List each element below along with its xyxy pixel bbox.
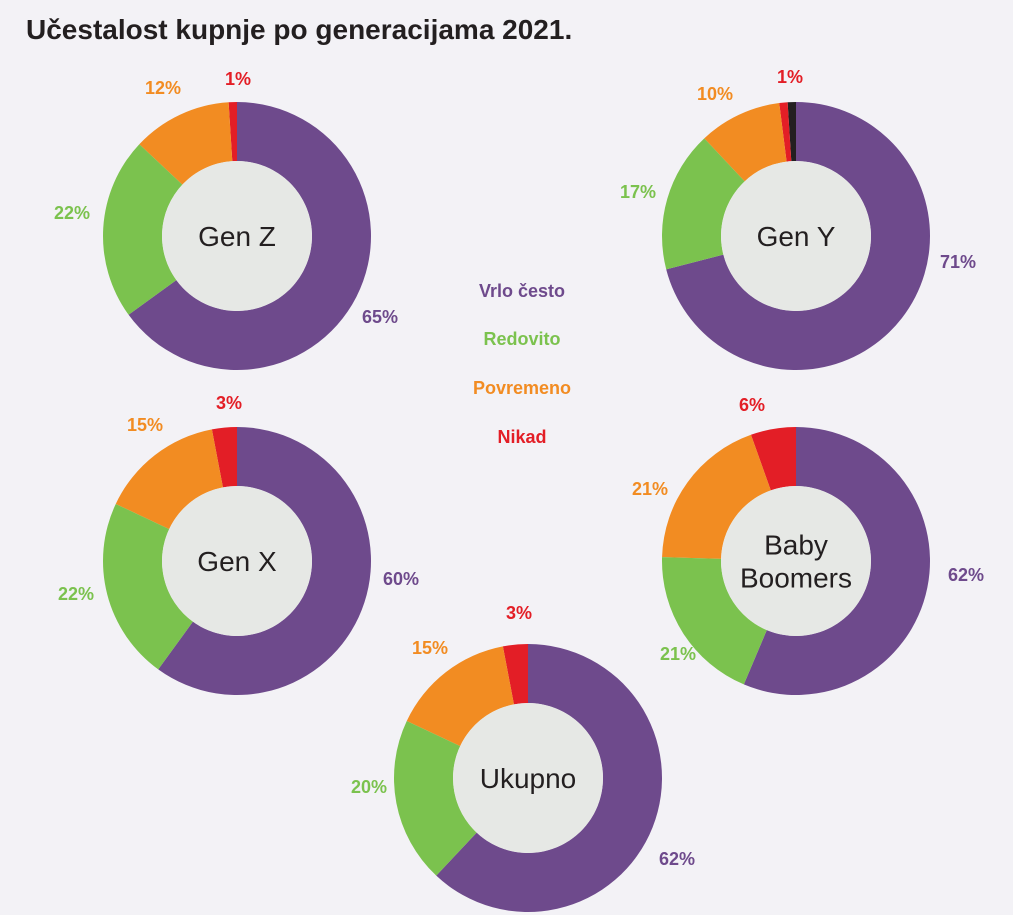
- donut-center: [721, 161, 871, 311]
- donut-center: [162, 486, 312, 636]
- data-label-redovito: 21%: [660, 644, 696, 664]
- data-label-nikad: 3%: [216, 393, 242, 413]
- data-label-redovito: 17%: [620, 182, 656, 202]
- data-label-povremeno: 15%: [127, 415, 163, 435]
- donut-center: [453, 703, 603, 853]
- data-label-nikad: 6%: [739, 395, 765, 415]
- segment-redovito: [102, 503, 193, 670]
- data-label-povremeno: 12%: [145, 78, 181, 98]
- segment-vrlo-cesto: [743, 427, 931, 695]
- segment-redovito: [661, 557, 767, 685]
- donut-gen-x: Gen X 60% 22% 15% 3%: [58, 393, 419, 695]
- segment-nikad: [502, 643, 528, 705]
- segment-povremeno: [139, 102, 233, 185]
- legend: Vrlo često Redovito Povremeno Nikad: [473, 281, 571, 447]
- legend-item-nikad: Nikad: [497, 427, 546, 447]
- center-label: Boomers: [740, 563, 852, 594]
- data-label-redovito: 22%: [54, 203, 90, 223]
- data-label-redovito: 20%: [351, 777, 387, 797]
- data-label-povremeno: 21%: [632, 479, 668, 499]
- data-label-vrlo-cesto: 71%: [940, 252, 976, 272]
- segment-vrlo-cesto: [158, 427, 372, 695]
- segment-redovito: [393, 720, 477, 876]
- segment-vrlo-cesto: [128, 102, 372, 370]
- segment-nikad: [779, 102, 792, 162]
- data-label-nikad: 3%: [506, 603, 532, 623]
- data-label-nikad: 1%: [225, 69, 251, 89]
- donut-center: [162, 161, 312, 311]
- donut-gen-z: Gen Z 65% 22% 12% 1%: [54, 69, 398, 370]
- legend-item-vrlo-cesto: Vrlo često: [479, 281, 565, 301]
- segment-redovito: [662, 138, 745, 270]
- data-label-povremeno: 10%: [697, 84, 733, 104]
- chart-title: Učestalost kupnje po generacijama 2021.: [26, 14, 573, 45]
- data-label-redovito: 22%: [58, 584, 94, 604]
- segment-vrlo-cesto: [436, 643, 663, 912]
- donut-gen-y: Gen Y 71% 17% 10% 1%: [620, 67, 976, 370]
- segment-povremeno: [406, 646, 514, 747]
- segment-nikad: [211, 427, 237, 488]
- data-label-vrlo-cesto: 62%: [659, 849, 695, 869]
- segment-nikad: [228, 101, 237, 162]
- legend-item-redovito: Redovito: [483, 329, 560, 349]
- segment-povremeno: [704, 103, 787, 182]
- data-label-povremeno: 15%: [412, 638, 448, 658]
- center-label: Ukupno: [480, 763, 577, 794]
- segment-povremeno: [115, 429, 223, 530]
- donut-ukupno: Ukupno 62% 20% 15% 3%: [351, 603, 695, 912]
- segment-vrlo-cesto: [666, 102, 931, 370]
- segment-nikad: [750, 427, 796, 491]
- data-label-nikad: 1%: [777, 67, 803, 87]
- data-label-vrlo-cesto: 62%: [948, 565, 984, 585]
- segment-redovito: [103, 144, 183, 315]
- center-label: Gen Y: [757, 221, 836, 252]
- segment-remainder: [787, 101, 796, 162]
- donut-center: [721, 486, 871, 636]
- center-label: Gen X: [197, 546, 277, 577]
- center-label: Gen Z: [198, 221, 276, 252]
- segment-povremeno: [662, 434, 771, 559]
- legend-item-povremeno: Povremeno: [473, 378, 571, 398]
- data-label-vrlo-cesto: 60%: [383, 569, 419, 589]
- data-label-vrlo-cesto: 65%: [362, 307, 398, 327]
- center-label: Baby: [764, 530, 828, 561]
